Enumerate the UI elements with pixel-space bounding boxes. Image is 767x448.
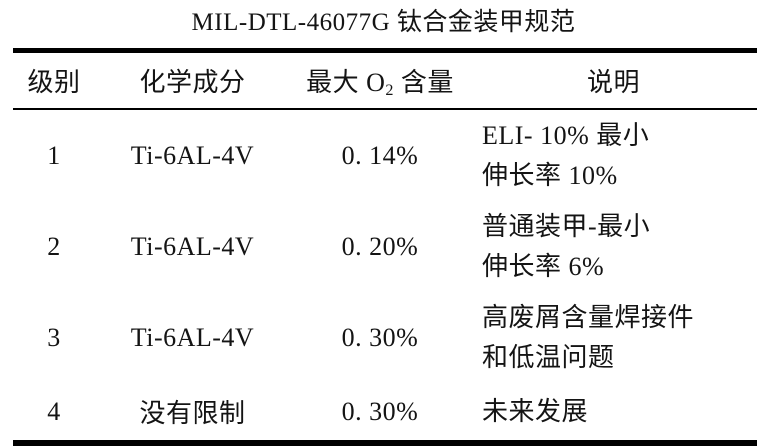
cell-description: 高废屑含量焊接件 和低温问题 xyxy=(470,292,757,383)
table-row: 2 Ti-6AL-4V 0. 20% 普通装甲-最小 伸长率 6% xyxy=(13,201,757,292)
cell-level: 3 xyxy=(47,322,61,352)
cell-level: 2 xyxy=(47,231,61,261)
col-header-level: 级别 xyxy=(13,50,95,110)
col-header-composition: 化学成分 xyxy=(95,50,290,110)
spec-table: 级别 化学成分 最大 O2 含量 说明 1 Ti-6AL-4V 0. 14% E… xyxy=(13,48,757,446)
cell-o2: 0. 20% xyxy=(341,231,419,261)
cell-composition: Ti-6AL-4V xyxy=(130,140,255,170)
o2-header-suffix: 含量 xyxy=(393,68,454,97)
cell-level: 4 xyxy=(47,396,61,426)
description-line: ELI- 10% 最小 xyxy=(482,120,650,150)
table-row: 3 Ti-6AL-4V 0. 30% 高废屑含量焊接件 和低温问题 xyxy=(13,292,757,383)
cell-o2: 0. 14% xyxy=(341,140,419,170)
cell-o2: 0. 30% xyxy=(341,396,419,426)
cell-description: 未来发展 xyxy=(470,383,757,443)
table-header-row: 级别 化学成分 最大 O2 含量 说明 xyxy=(13,50,757,110)
description-line: 高废屑含量焊接件 xyxy=(482,302,695,332)
description-line: 伸长率 6% xyxy=(482,251,605,281)
col-header-max-o2: 最大 O2 含量 xyxy=(290,50,470,110)
cell-description: 普通装甲-最小 伸长率 6% xyxy=(470,201,757,292)
description-line: 普通装甲-最小 xyxy=(482,211,651,241)
o2-subscript: 2 xyxy=(385,82,394,100)
table-row: 4 没有限制 0. 30% 未来发展 xyxy=(13,383,757,443)
cell-composition: Ti-6AL-4V xyxy=(130,322,255,352)
cell-composition: 没有限制 xyxy=(139,399,246,428)
description-line: 伸长率 10% xyxy=(482,160,618,190)
description-line: 和低温问题 xyxy=(482,342,615,372)
col-header-description: 说明 xyxy=(470,50,757,110)
cell-description: ELI- 10% 最小 伸长率 10% xyxy=(470,109,757,201)
cell-level: 1 xyxy=(47,140,61,170)
table-title: MIL-DTL-46077G 钛合金装甲规范 xyxy=(191,9,576,36)
o2-header-prefix: 最大 O xyxy=(306,68,386,97)
description-line: 未来发展 xyxy=(482,396,589,426)
cell-o2: 0. 30% xyxy=(341,322,419,352)
cell-composition: Ti-6AL-4V xyxy=(130,231,255,261)
table-row: 1 Ti-6AL-4V 0. 14% ELI- 10% 最小 伸长率 10% xyxy=(13,109,757,201)
